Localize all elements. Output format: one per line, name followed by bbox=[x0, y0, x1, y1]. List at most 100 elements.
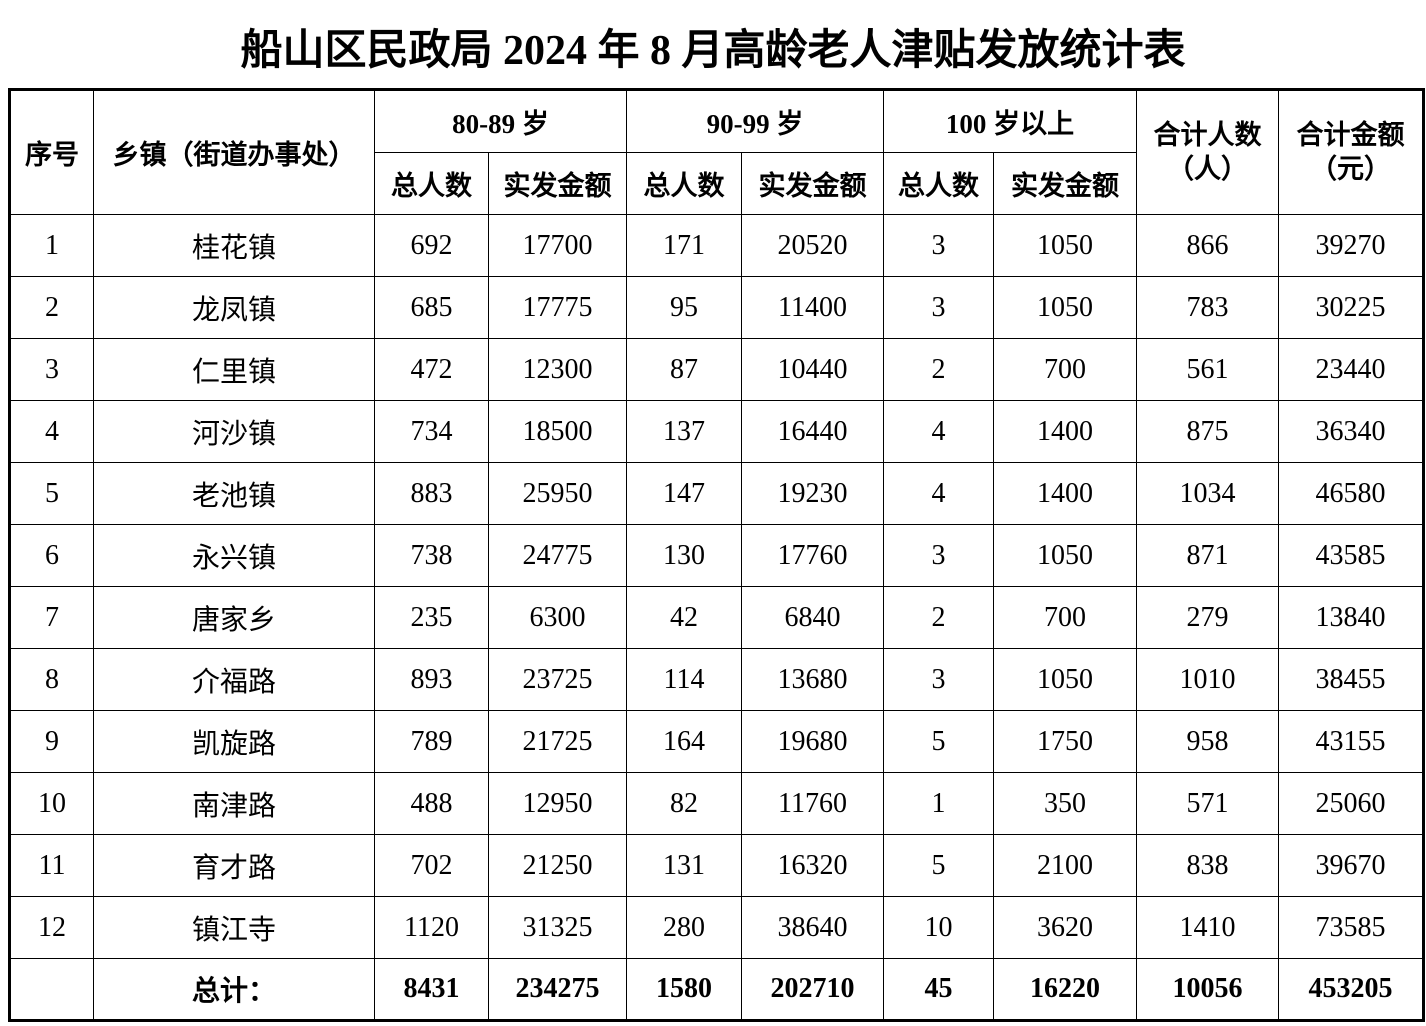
cell-seq: 11 bbox=[9, 834, 94, 897]
cell-amount-90-99: 16320 bbox=[741, 834, 884, 897]
statistics-table: 序号 乡镇（街道办事处） 80-89 岁 90-99 岁 100 岁以上 合计人… bbox=[8, 88, 1425, 1022]
table-row: 4 河沙镇 734 18500 137 16440 4 1400 875 36340 bbox=[9, 400, 1424, 463]
cell-amount-80-89: 18500 bbox=[488, 400, 627, 463]
cell-town: 仁里镇 bbox=[93, 338, 375, 401]
cell-town: 永兴镇 bbox=[93, 524, 375, 587]
header-sub-people-90-99: 总人数 bbox=[626, 152, 742, 215]
cell-total-people: 1010 bbox=[1136, 648, 1279, 711]
cell-people-90-99: 280 bbox=[626, 896, 742, 959]
table-row: 8 介福路 893 23725 114 13680 3 1050 1010 38455 bbox=[9, 648, 1424, 711]
cell-total-amount: 39270 bbox=[1278, 214, 1424, 277]
cell-people-100-plus: 4 bbox=[883, 462, 994, 525]
cell-total-amount: 23440 bbox=[1278, 338, 1424, 401]
table-row: 5 老池镇 883 25950 147 19230 4 1400 1034 46580 bbox=[9, 462, 1424, 525]
total-people-100-plus: 45 bbox=[883, 958, 994, 1021]
table-row: 12 镇江寺 1120 31325 280 38640 10 3620 1410 73585 bbox=[9, 896, 1424, 959]
cell-amount-90-99: 10440 bbox=[741, 338, 884, 401]
cell-total-amount: 73585 bbox=[1278, 896, 1424, 959]
cell-town: 老池镇 bbox=[93, 462, 375, 525]
cell-total-people: 958 bbox=[1136, 710, 1279, 773]
header-total-amount-line1: 合计金额 bbox=[1296, 119, 1405, 150]
cell-people-100-plus: 1 bbox=[883, 772, 994, 835]
cell-people-90-99: 171 bbox=[626, 214, 742, 277]
cell-amount-80-89: 12300 bbox=[488, 338, 627, 401]
header-group-row: 序号 乡镇（街道办事处） 80-89 岁 90-99 岁 100 岁以上 合计人… bbox=[9, 89, 1424, 215]
header-total-people: 合计人数 （人） bbox=[1136, 89, 1279, 215]
cell-people-100-plus: 2 bbox=[883, 338, 994, 401]
cell-people-90-99: 95 bbox=[626, 276, 742, 339]
cell-total-amount: 13840 bbox=[1278, 586, 1424, 649]
table-row: 3 仁里镇 472 12300 87 10440 2 700 561 23440 bbox=[9, 338, 1424, 401]
cell-people-80-89: 692 bbox=[374, 214, 489, 277]
cell-people-80-89: 893 bbox=[374, 648, 489, 711]
cell-total-people: 571 bbox=[1136, 772, 1279, 835]
cell-people-90-99: 130 bbox=[626, 524, 742, 587]
cell-total-people: 1410 bbox=[1136, 896, 1279, 959]
cell-people-80-89: 702 bbox=[374, 834, 489, 897]
cell-amount-90-99: 38640 bbox=[741, 896, 884, 959]
cell-total-amount: 38455 bbox=[1278, 648, 1424, 711]
cell-town: 镇江寺 bbox=[93, 896, 375, 959]
total-amount-sum: 453205 bbox=[1278, 958, 1424, 1021]
header-sub-people-100-plus: 总人数 bbox=[883, 152, 994, 215]
cell-town: 桂花镇 bbox=[93, 214, 375, 277]
total-people-90-99: 1580 bbox=[626, 958, 742, 1021]
table-row: 7 唐家乡 235 6300 42 6840 2 700 279 13840 bbox=[9, 586, 1424, 649]
table-row: 10 南津路 488 12950 82 11760 1 350 571 25060 bbox=[9, 772, 1424, 835]
cell-amount-90-99: 6840 bbox=[741, 586, 884, 649]
cell-people-100-plus: 3 bbox=[883, 276, 994, 339]
table-row: 9 凯旋路 789 21725 164 19680 5 1750 958 43155 bbox=[9, 710, 1424, 773]
cell-seq: 7 bbox=[9, 586, 94, 649]
cell-people-80-89: 1120 bbox=[374, 896, 489, 959]
cell-total-people: 866 bbox=[1136, 214, 1279, 277]
cell-people-80-89: 472 bbox=[374, 338, 489, 401]
total-amount-100-plus: 16220 bbox=[993, 958, 1137, 1021]
cell-amount-100-plus: 1400 bbox=[993, 400, 1137, 463]
cell-amount-80-89: 21725 bbox=[488, 710, 627, 773]
cell-amount-100-plus: 350 bbox=[993, 772, 1137, 835]
cell-seq: 9 bbox=[9, 710, 94, 773]
cell-amount-90-99: 13680 bbox=[741, 648, 884, 711]
cell-seq-empty bbox=[9, 958, 94, 1021]
table-row: 2 龙凤镇 685 17775 95 11400 3 1050 783 30225 bbox=[9, 276, 1424, 339]
cell-amount-80-89: 17700 bbox=[488, 214, 627, 277]
cell-people-90-99: 164 bbox=[626, 710, 742, 773]
header-sub-amount-90-99: 实发金额 bbox=[741, 152, 884, 215]
cell-seq: 2 bbox=[9, 276, 94, 339]
cell-amount-100-plus: 700 bbox=[993, 338, 1137, 401]
cell-total-people: 838 bbox=[1136, 834, 1279, 897]
cell-total-amount: 30225 bbox=[1278, 276, 1424, 339]
total-amount-90-99: 202710 bbox=[741, 958, 884, 1021]
cell-seq: 8 bbox=[9, 648, 94, 711]
cell-seq: 6 bbox=[9, 524, 94, 587]
cell-total-people: 783 bbox=[1136, 276, 1279, 339]
cell-total-amount: 43585 bbox=[1278, 524, 1424, 587]
cell-amount-80-89: 24775 bbox=[488, 524, 627, 587]
cell-amount-100-plus: 1750 bbox=[993, 710, 1137, 773]
cell-people-100-plus: 3 bbox=[883, 214, 994, 277]
cell-total-amount: 25060 bbox=[1278, 772, 1424, 835]
header-total-amount: 合计金额 （元） bbox=[1278, 89, 1424, 215]
header-sub-amount-80-89: 实发金额 bbox=[488, 152, 627, 215]
total-people-80-89: 8431 bbox=[374, 958, 489, 1021]
total-people-sum: 10056 bbox=[1136, 958, 1279, 1021]
cell-total-people: 875 bbox=[1136, 400, 1279, 463]
cell-people-90-99: 137 bbox=[626, 400, 742, 463]
cell-amount-100-plus: 1050 bbox=[993, 276, 1137, 339]
table-row: 6 永兴镇 738 24775 130 17760 3 1050 871 43585 bbox=[9, 524, 1424, 587]
cell-people-90-99: 114 bbox=[626, 648, 742, 711]
cell-total-people: 1034 bbox=[1136, 462, 1279, 525]
cell-amount-100-plus: 700 bbox=[993, 586, 1137, 649]
header-age-100-plus: 100 岁以上 bbox=[883, 89, 1137, 153]
total-label: 总计： bbox=[93, 958, 375, 1021]
cell-town: 龙凤镇 bbox=[93, 276, 375, 339]
cell-amount-80-89: 25950 bbox=[488, 462, 627, 525]
cell-town: 介福路 bbox=[93, 648, 375, 711]
cell-people-100-plus: 10 bbox=[883, 896, 994, 959]
header-age-90-99: 90-99 岁 bbox=[626, 89, 884, 153]
cell-people-90-99: 87 bbox=[626, 338, 742, 401]
cell-amount-80-89: 23725 bbox=[488, 648, 627, 711]
cell-people-100-plus: 5 bbox=[883, 710, 994, 773]
cell-amount-80-89: 21250 bbox=[488, 834, 627, 897]
